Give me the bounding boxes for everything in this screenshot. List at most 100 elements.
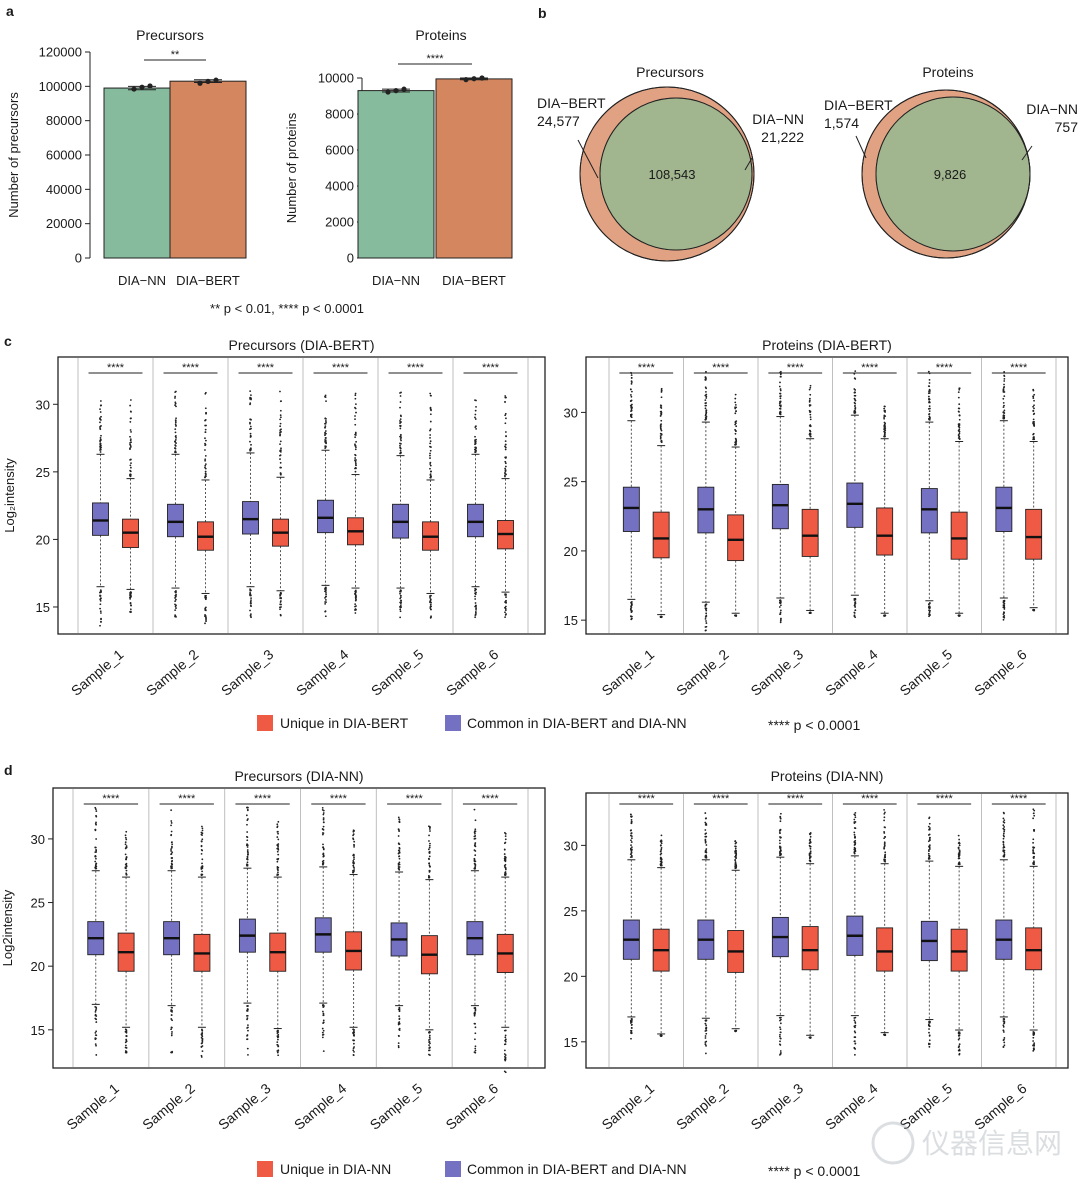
outlier-point [428,834,430,837]
outlier-point [630,844,632,846]
outlier-point [398,1022,400,1025]
outlier-point [779,410,782,413]
outlier-point [324,615,327,618]
category-label: Sample_2 [673,1080,732,1133]
outlier-point [504,1055,506,1058]
outlier-point [503,864,506,867]
outlier-point [660,615,663,618]
outlier-point [428,828,431,830]
outlier-point [170,852,173,855]
outlier-point [854,370,857,373]
outlier-point [928,1020,931,1023]
outlier-point [279,416,282,419]
outlier-point [205,620,207,623]
outlier-point [129,602,132,605]
outlier-point [246,1017,249,1020]
outlier-point [170,1009,173,1012]
outlier-point [94,822,97,825]
outlier-point [660,441,663,444]
outlier-point [504,412,507,415]
outlier-point [397,816,400,819]
category-label: Sample_2 [143,646,202,699]
outlier-point [1002,1031,1005,1033]
outlier-point [928,405,931,408]
outlier-point [475,405,477,408]
outlier-point [474,1045,477,1048]
outlier-point [504,467,507,470]
outlier-point [504,609,507,612]
legend-c-common-swatch [445,715,461,731]
outlier-point [474,448,476,451]
outlier-point [630,1037,632,1040]
outlier-point [853,833,856,836]
significance-stars: **** [482,362,500,374]
outlier-point [504,414,507,417]
venn-label-dia-bert: DIA−BERT [824,97,893,113]
venn-outline-dia-nn [599,97,753,251]
outlier-point [705,397,708,399]
outlier-point [250,597,252,600]
outlier-point [201,1050,204,1053]
outlier-point [170,809,173,812]
outlier-point [352,830,355,833]
outlier-point [504,838,507,841]
data-point [479,75,485,81]
category-label: Sample_3 [218,646,277,699]
outlier-point [928,1028,930,1030]
outlier-point [325,593,327,596]
outlier-point [324,417,327,420]
outlier-point [1003,1044,1006,1047]
significance-stars: **** [406,793,424,805]
outlier-point [125,873,128,876]
outlier-point [630,414,632,417]
y-tick-label: 6000 [325,143,354,158]
watermark: 仪器信息网 [871,1121,1062,1165]
outlier-point [397,864,400,866]
outlier-point [398,847,401,850]
venn-leader-dia-bert [855,135,867,159]
outlier-point [170,1018,173,1020]
outlier-point [735,851,737,854]
outlier-point [475,604,477,607]
outlier-point [204,470,207,473]
outlier-point [247,853,249,856]
outlier-point [853,394,856,397]
significance-stars: **** [936,793,954,805]
y-tick-label: 60000 [46,148,82,163]
outlier-point [429,467,431,470]
outlier-point [429,434,432,436]
outlier-point [854,398,856,401]
outlier-point [174,420,177,422]
outlier-point [854,1036,856,1039]
outlier-point [354,436,357,439]
outlier-point [427,857,430,860]
outlier-point [629,608,632,611]
outlier-point [354,448,357,451]
outlier-point [854,405,856,407]
outlier-point [778,1035,781,1038]
outlier-point [630,606,633,609]
outlier-point [809,384,812,387]
outlier-point [474,416,476,419]
outlier-point [1002,613,1005,616]
outlier-point [928,1021,931,1024]
outlier-point [200,831,203,834]
outlier-point [427,825,430,828]
outlier-point [854,407,857,410]
outlier-point [474,616,477,619]
outlier-point [734,441,737,444]
outlier-point [473,831,476,834]
outlier-point [1002,817,1005,820]
outlier-point [246,1038,249,1041]
outlier-point [629,400,632,402]
outlier-point [276,847,279,850]
outlier-point [353,867,356,869]
outlier-point [100,434,102,437]
outlier-point [928,1039,931,1042]
outlier-point [504,606,506,609]
outlier-point [95,1021,98,1023]
outlier-point [1002,388,1005,390]
y-tick-label: 0 [347,251,354,266]
outlier-point [352,1031,354,1034]
outlier-point [734,428,737,431]
